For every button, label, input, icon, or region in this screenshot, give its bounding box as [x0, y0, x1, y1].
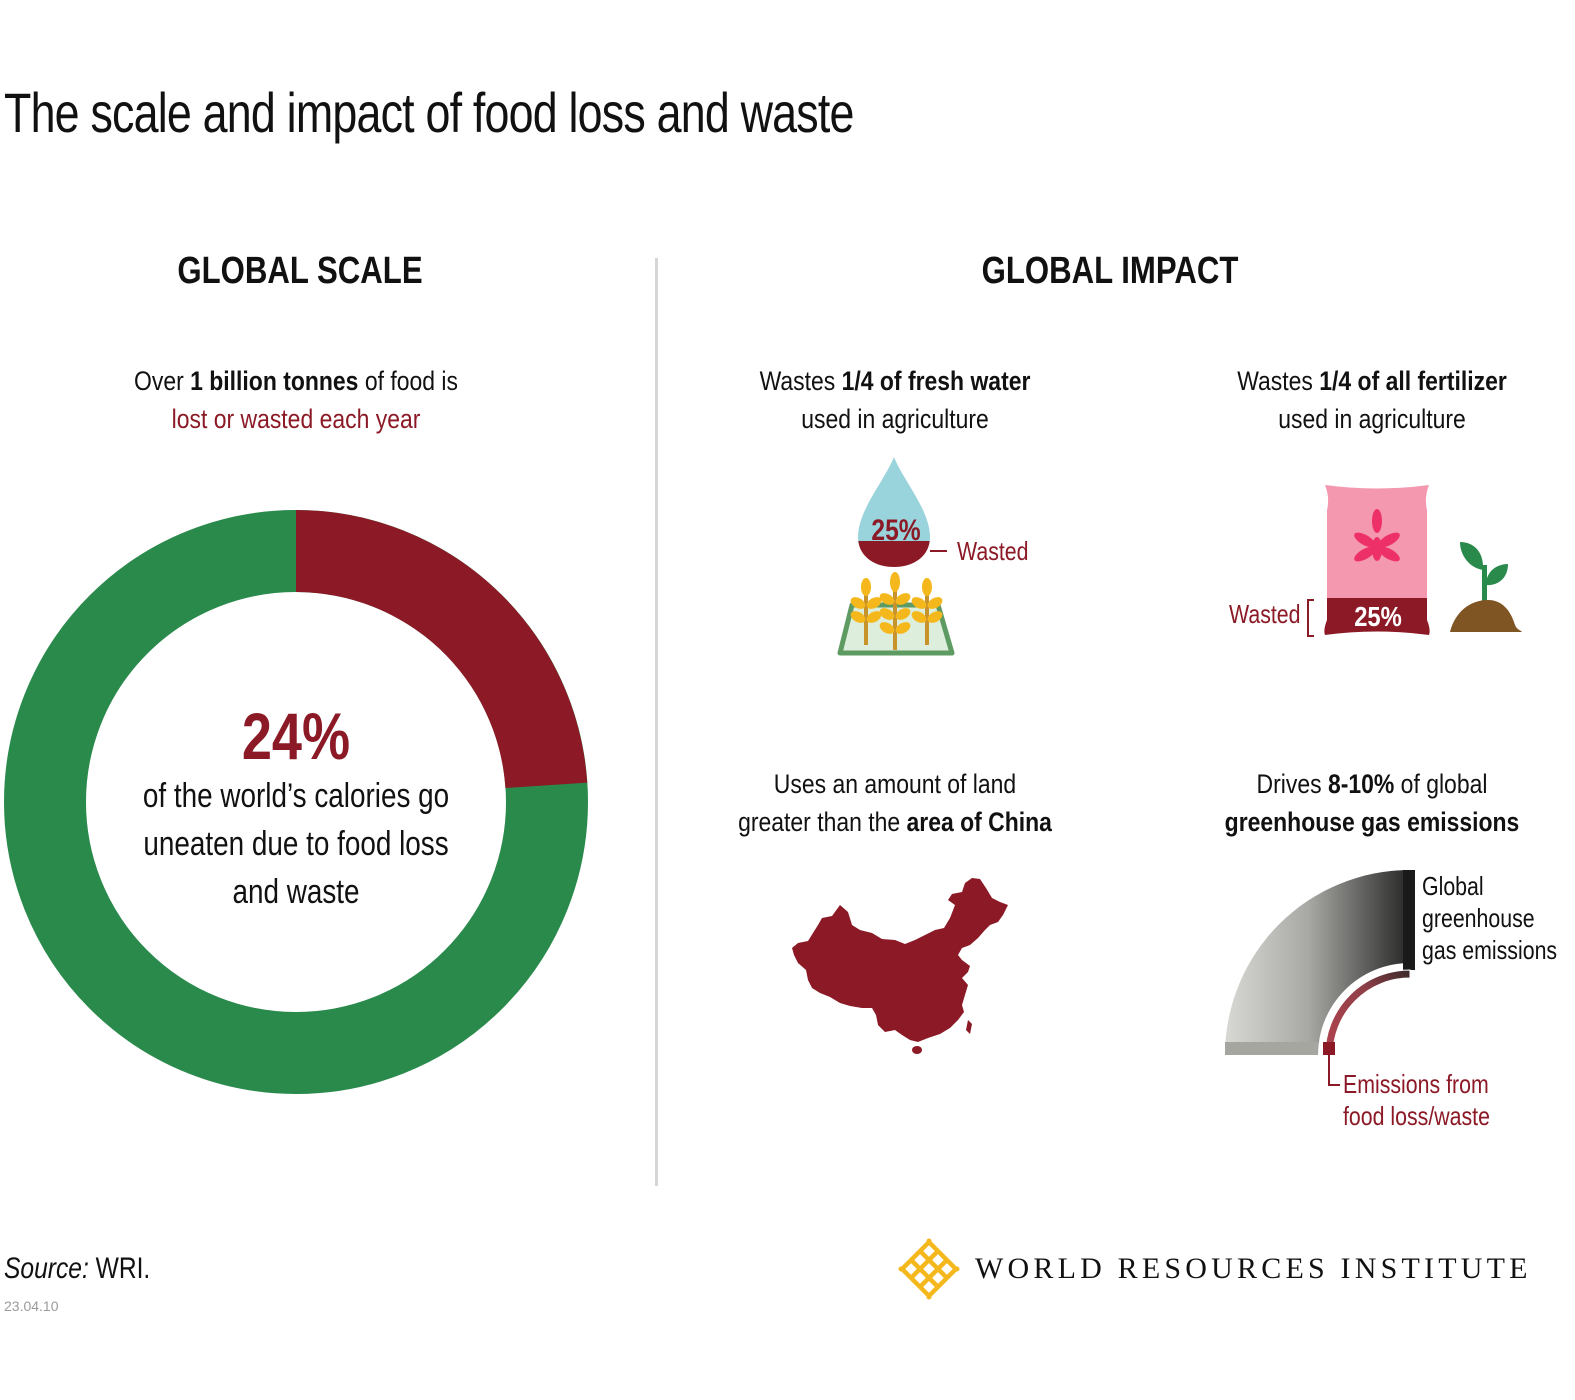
water-line-2: used in agriculture [801, 404, 989, 434]
scale-line-1-pre: Over [134, 366, 191, 396]
scale-line-1-post: of food is [358, 366, 458, 396]
food-emissions-label-line: food loss/waste [1343, 1101, 1490, 1131]
scale-line-1: Over 1 billion tonnes of food is [84, 362, 509, 400]
global-emissions-label-line: Global [1422, 871, 1484, 901]
china-map-icon [792, 878, 1008, 1054]
global-scale-description: Over 1 billion tonnes of food is lost or… [84, 362, 509, 438]
water-wasted-label: Wasted [957, 536, 1029, 566]
water-bold: 1/4 of fresh water [841, 366, 1031, 396]
fertilizer-pct-label: 25% [1354, 600, 1402, 632]
water-pre: Wastes [759, 366, 842, 396]
emissions-pre: Drives [1256, 769, 1328, 799]
taiwan-shape [966, 1020, 972, 1034]
emissions-line-1: Drives 8-10% of global [1202, 765, 1542, 803]
flower-icon [1354, 509, 1400, 562]
hainan-shape [912, 1046, 922, 1054]
donut-desc-line: uneaten due to food loss [143, 825, 449, 863]
global-scale-heading: GLOBAL SCALE [177, 250, 423, 292]
water-stat-text: Wastes 1/4 of fresh water used in agricu… [725, 362, 1065, 438]
global-emissions-label-line: greenhouse [1422, 903, 1535, 933]
food-emissions-leader-line [1328, 1055, 1340, 1086]
donut-desc-line: of the world’s calories go [142, 777, 450, 815]
water-pct-label: 25% [871, 513, 920, 547]
emissions-post: of global [1394, 769, 1488, 799]
global-emissions-band [1225, 870, 1410, 1055]
section-divider [655, 258, 658, 1186]
fertilizer-wasted-label: Wasted [1229, 599, 1301, 629]
emissions-stat-text: Drives 8-10% of global greenhouse gas em… [1202, 765, 1542, 841]
date-stamp: 23.04.10 [4, 1298, 59, 1314]
food-emissions-label-line: Emissions from [1343, 1069, 1489, 1099]
global-emissions-cap [1403, 870, 1415, 970]
calories-donut-chart [4, 510, 588, 1094]
fertilizer-stat-text: Wastes 1/4 of all fertilizer used in agr… [1202, 362, 1542, 438]
land-stat-text: Uses an amount of land greater than the … [725, 765, 1065, 841]
global-emissions-label: Global greenhouse gas emissions [1422, 870, 1557, 966]
fertilizer-bag-icon: 25% [1307, 485, 1522, 637]
land-bold: area of China [906, 807, 1052, 837]
source-label: Source: [4, 1252, 89, 1285]
global-impact-heading: GLOBAL IMPACT [981, 250, 1239, 292]
wri-wordmark: WORLD RESOURCES INSTITUTE [975, 1252, 1532, 1285]
water-drop-icon: 25% [837, 457, 955, 656]
page-title: The scale and impact of food loss and wa… [4, 81, 854, 144]
water-line-1: Wastes 1/4 of fresh water [725, 362, 1065, 400]
emissions-bold-pct: 8-10% [1327, 769, 1395, 799]
emissions-line-2: greenhouse gas emissions [1202, 803, 1542, 841]
fertilizer-line-1: Wastes 1/4 of all fertilizer [1202, 362, 1542, 400]
food-emissions-band [1324, 969, 1411, 1056]
scale-line-2: lost or wasted each year [171, 404, 421, 434]
emissions-arc-diagram [1225, 870, 1415, 1086]
land-line-2: greater than the area of China [725, 803, 1065, 841]
fertilizer-line-2: used in agriculture [1278, 404, 1466, 434]
donut-desc-line: and waste [232, 873, 360, 911]
source-value: WRI. [88, 1252, 151, 1285]
fertilizer-wasted-bracket [1307, 599, 1314, 637]
global-emissions-base [1225, 1042, 1318, 1055]
global-emissions-label-line: gas emissions [1422, 935, 1558, 965]
source-note: Source: WRI. [4, 1252, 150, 1286]
donut-percentage: 24% [241, 699, 351, 773]
wri-logo-icon [898, 1238, 960, 1300]
food-emissions-label: Emissions from food loss/waste [1343, 1068, 1490, 1132]
sprout-icon [1450, 542, 1522, 632]
fertilizer-bold: 1/4 of all fertilizer [1319, 366, 1507, 396]
farm-field-icon [837, 572, 955, 656]
emissions-bold-ghg: greenhouse gas emissions [1224, 807, 1520, 837]
land-line-1: Uses an amount of land [773, 769, 1017, 799]
food-emissions-base [1323, 1042, 1335, 1055]
donut-segment-wasted [296, 510, 588, 788]
donut-center-label: 24% of the world’s calories go uneaten d… [96, 700, 496, 916]
land-pre: greater than the [738, 807, 907, 837]
fertilizer-pre: Wastes [1237, 366, 1320, 396]
scale-line-1-bold: 1 billion tonnes [190, 366, 359, 396]
donut-description: of the world’s calories go uneaten due t… [132, 772, 460, 916]
